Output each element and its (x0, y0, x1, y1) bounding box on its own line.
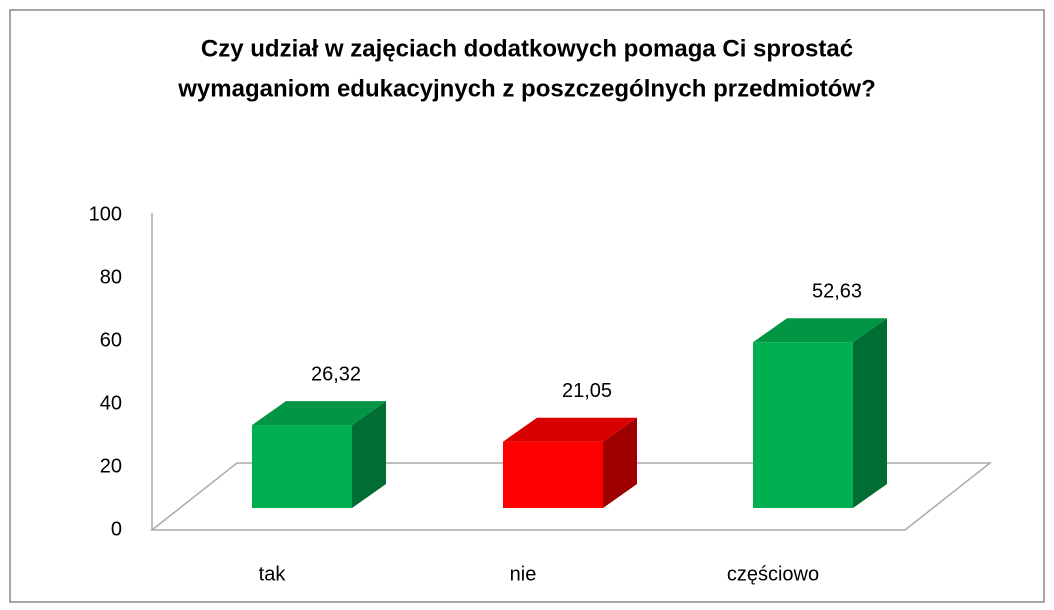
x-tick-label: tak (259, 563, 287, 585)
y-tick-label: 100 (89, 203, 122, 225)
y-tick-label: 40 (100, 392, 122, 414)
y-tick-label: 60 (100, 329, 122, 351)
data-label: 26,32 (311, 363, 361, 385)
x-tick-label: nie (510, 563, 537, 585)
y-tick-label: 20 (100, 455, 122, 477)
bar-side (603, 417, 637, 508)
data-label: 21,05 (562, 380, 612, 402)
chart-title: wymaganiom edukacyjnych z poszczególnych… (177, 75, 875, 102)
floor (149, 462, 993, 531)
chart-title: Czy udział w zajęciach dodatkowych pomag… (201, 35, 853, 62)
y-tick-label: 80 (100, 266, 122, 288)
bar-side (853, 318, 887, 508)
bar (252, 425, 352, 508)
bar-top (753, 318, 887, 343)
bar (753, 342, 853, 508)
bar-top (252, 401, 386, 426)
bar-top (503, 417, 637, 442)
bar-side (352, 401, 386, 508)
data-label: 52,63 (812, 280, 862, 302)
y-tick-label: 0 (111, 518, 122, 540)
bar (503, 441, 603, 508)
x-tick-label: częściowo (727, 563, 819, 585)
